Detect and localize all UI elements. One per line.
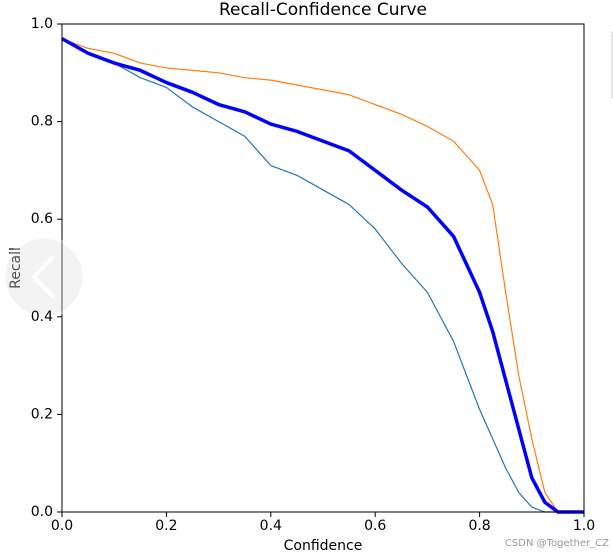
x-tick-label: 0.2 [155, 518, 177, 534]
x-tick-label: 0.4 [260, 518, 282, 534]
chart-title: Recall-Confidence Curve [219, 0, 427, 20]
y-tick-label: 0.0 [31, 504, 53, 520]
x-axis-label: Confidence [284, 538, 363, 554]
y-tick-label: 0.6 [31, 211, 53, 227]
y-tick-label: 0.2 [31, 406, 53, 422]
plot-frame [61, 23, 585, 513]
y-tick-label: 0.8 [31, 114, 53, 130]
nav-overlay[interactable] [2, 235, 86, 319]
x-tick-label: 0.8 [468, 518, 490, 534]
series-line [61, 37, 584, 514]
series-line [61, 38, 584, 513]
x-tick-label: 0.0 [51, 518, 73, 534]
x-tick-label: 1.0 [573, 518, 595, 534]
y-tick-label: 1.0 [31, 16, 53, 32]
series-line [61, 38, 584, 513]
y-tick-label: 0.4 [31, 309, 53, 325]
y-axis-label: Recall [8, 247, 24, 289]
x-tick-label: 0.6 [364, 518, 386, 534]
watermark: CSDN @Together_CZ [505, 538, 609, 549]
